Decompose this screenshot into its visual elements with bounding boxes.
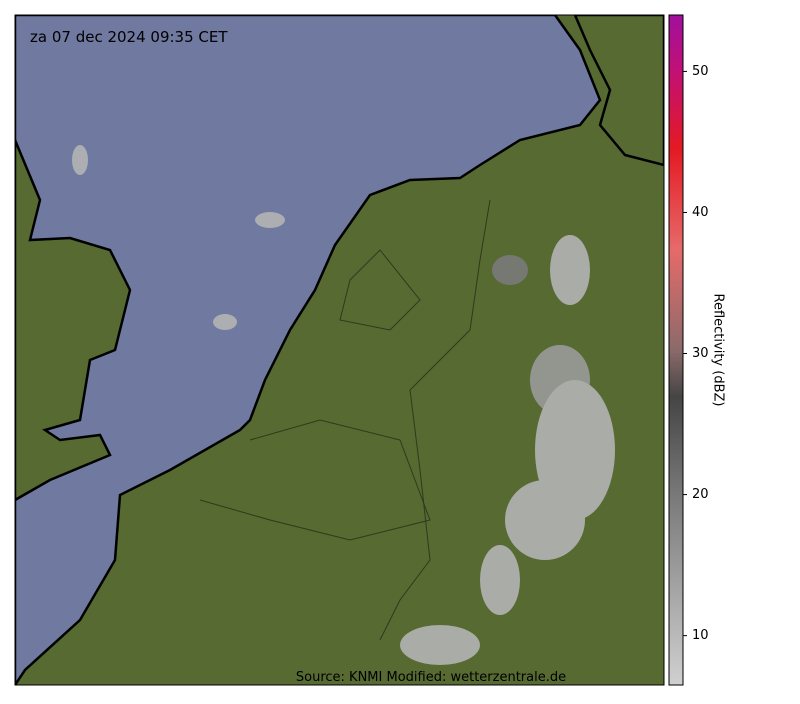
colorbar-tick-label: 50 <box>692 64 709 79</box>
denmark <box>573 15 664 167</box>
colorbar <box>668 14 684 686</box>
colorbar-tick-label: 20 <box>692 487 709 502</box>
sea <box>15 15 602 685</box>
source: Source: KNMI Modified: wetterzentrale.de <box>296 670 566 685</box>
colorbar-tick-label: 10 <box>692 628 709 643</box>
colorbar-tick-label: 30 <box>692 346 709 361</box>
timestamp: za 07 dec 2024 09:35 CET <box>30 28 228 46</box>
colorbar-tick-label: 40 <box>692 205 709 220</box>
radar-echoes <box>72 145 615 665</box>
colorbar-label: Reflectivity (dBZ) <box>711 294 726 407</box>
england <box>15 139 132 502</box>
map <box>15 15 664 685</box>
borders <box>199 199 491 641</box>
map-frame <box>14 14 665 686</box>
